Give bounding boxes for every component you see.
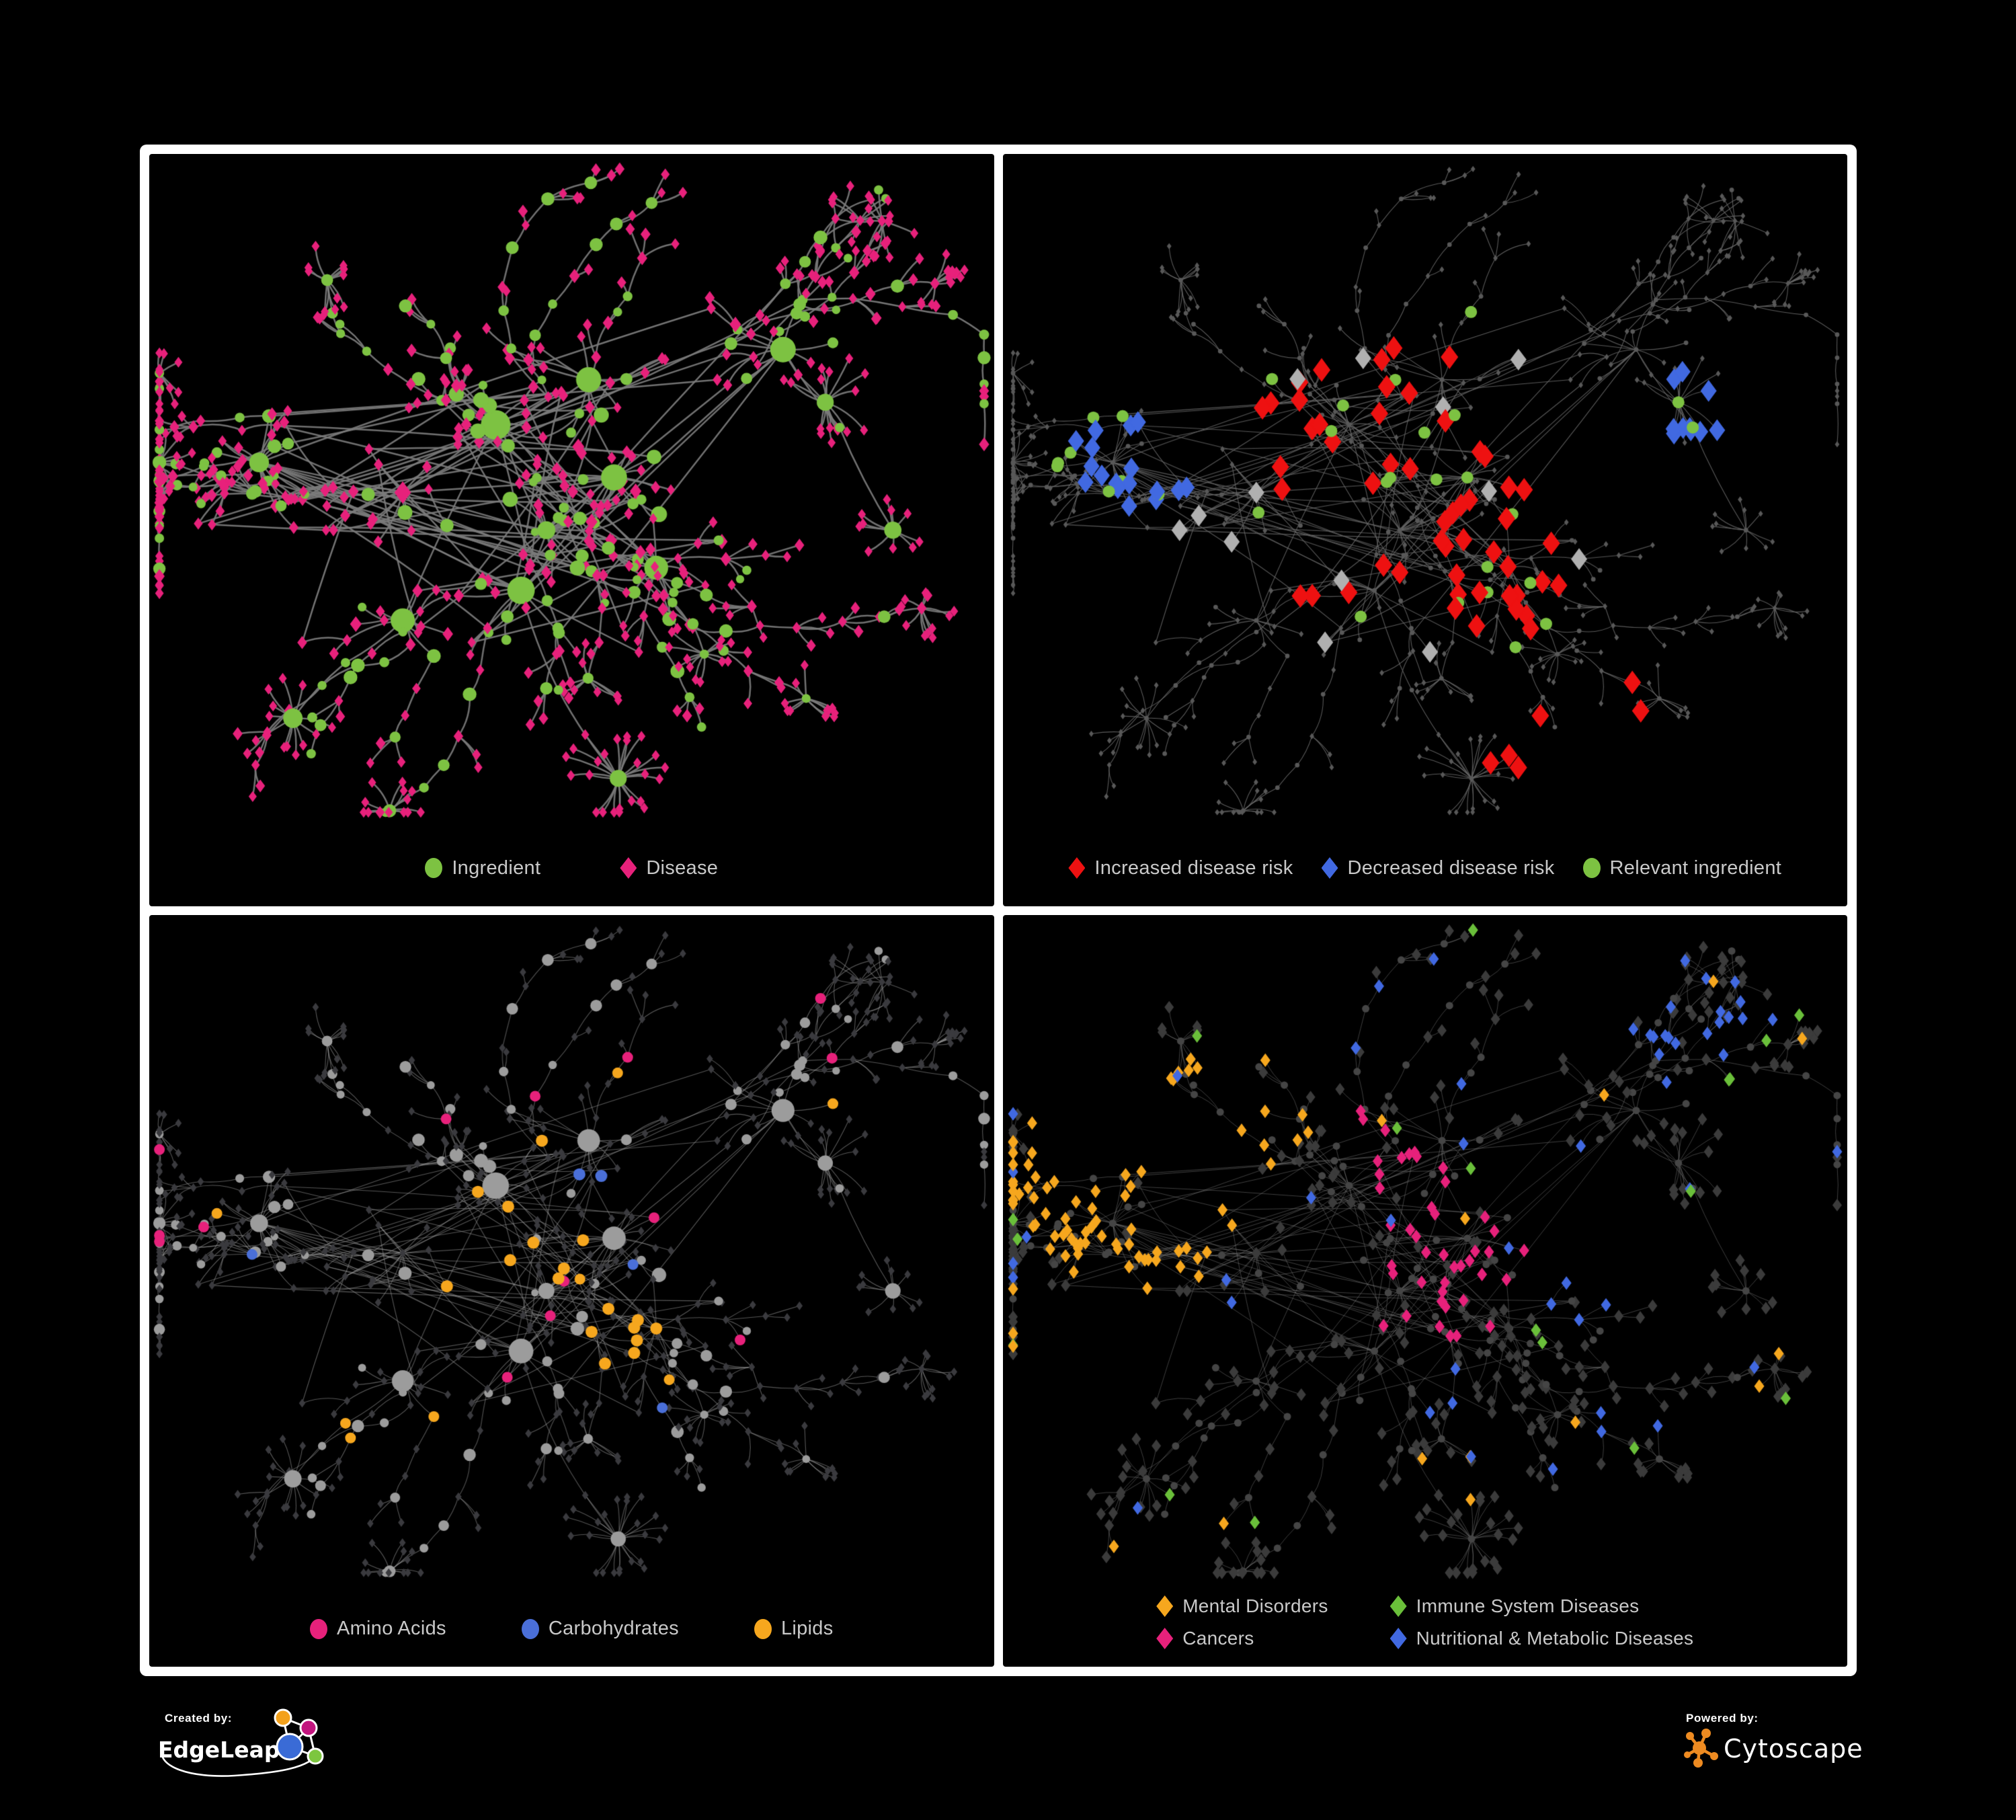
panel-ingredient-class: Amino Acids Carbohydrates Lipids — [149, 914, 994, 1667]
legend-item-relevant-ingredient: Relevant ingredient — [1582, 857, 1782, 879]
cancers-legend-label: Cancers — [1182, 1628, 1254, 1649]
cytoscape-network-icon-nodes — [1684, 1729, 1718, 1768]
legend-item-immune-system-diseases: Immune System Diseases — [1389, 1595, 1694, 1617]
disease-legend-label: Disease — [646, 857, 719, 879]
ingredient-disease-legend: Ingredient Disease — [149, 857, 994, 879]
legend-item-disease: Disease — [620, 857, 718, 879]
edgeleap-logo: EdgeLeap — [158, 1708, 324, 1777]
carbohydrates-legend-label: Carbohydrates — [548, 1618, 679, 1639]
edgeleap-wordmark: EdgeLeap — [158, 1737, 280, 1763]
disease-category-network-canvas — [1002, 914, 1847, 1667]
relevant-ingredient-swatch-icon — [1582, 858, 1601, 878]
lipids-swatch-icon — [754, 1618, 772, 1639]
legend-item-amino-acids: Amino Acids — [309, 1618, 446, 1640]
panel-ingredient-disease: Ingredient Disease — [149, 154, 994, 906]
legend-item-increased-risk: Increased disease risk — [1068, 857, 1293, 879]
amino-acids-swatch-icon — [309, 1618, 327, 1639]
amino-acids-legend-label: Amino Acids — [336, 1618, 446, 1639]
disease-category-legend: Mental Disorders Immune System Diseases … — [1003, 1595, 1848, 1649]
edgeleap-node-blue-icon — [276, 1733, 304, 1761]
disease-risk-network-canvas — [1002, 154, 1847, 906]
cytoscape-wordmark: Cytoscape — [1724, 1734, 1863, 1764]
created-by-label: Created by: — [165, 1712, 233, 1725]
decreased-risk-swatch-icon — [1321, 857, 1338, 879]
panel-grid: Ingredient Disease Increased disease ris… — [140, 145, 1857, 1676]
cytoscape-logo: Cytoscape — [1684, 1729, 1863, 1768]
disease-swatch-icon — [620, 857, 637, 879]
immune-system-diseases-swatch-icon — [1389, 1595, 1407, 1617]
legend-item-nutritional-metabolic-diseases: Nutritional & Metabolic Diseases — [1389, 1628, 1694, 1649]
ingredient-class-network-canvas — [149, 914, 994, 1667]
legend-item-cancers: Cancers — [1156, 1628, 1328, 1649]
mental-disorders-swatch-icon — [1156, 1595, 1174, 1617]
nutritional-metabolic-diseases-legend-label: Nutritional & Metabolic Diseases — [1416, 1628, 1694, 1649]
decreased-risk-legend-label: Decreased disease risk — [1347, 857, 1555, 879]
panel-disease-risk: Increased disease risk Decreased disease… — [1002, 154, 1848, 906]
edgeleap-node-magenta-icon — [299, 1718, 318, 1737]
lipids-legend-label: Lipids — [780, 1618, 834, 1639]
edgeleap-swoosh — [160, 1747, 320, 1777]
ingredient-disease-network-canvas — [149, 154, 994, 906]
edgeleap-node-orange-icon — [274, 1708, 292, 1727]
increased-risk-swatch-icon — [1068, 857, 1086, 879]
legend-item-decreased-risk: Decreased disease risk — [1321, 857, 1555, 879]
legend-item-mental-disorders: Mental Disorders — [1156, 1595, 1328, 1617]
carbohydrates-swatch-icon — [521, 1618, 539, 1639]
ingredient-swatch-icon — [425, 858, 443, 878]
edgeleap-credit: Created by: EdgeLeap — [155, 1708, 344, 1796]
legend-item-ingredient: Ingredient — [425, 857, 540, 879]
relevant-ingredient-legend-label: Relevant ingredient — [1609, 857, 1782, 879]
ingredient-class-legend: Amino Acids Carbohydrates Lipids — [149, 1618, 994, 1640]
mental-disorders-legend-label: Mental Disorders — [1182, 1595, 1328, 1616]
legend-item-carbohydrates: Carbohydrates — [521, 1618, 679, 1640]
edgeleap-network-icon — [274, 1708, 324, 1765]
powered-by-label: Powered by: — [1686, 1712, 1759, 1725]
cancers-swatch-icon — [1156, 1628, 1174, 1649]
cytoscape-credit: Powered by: Cytoscape — [1679, 1712, 1881, 1786]
edgeleap-node-green-icon — [307, 1747, 324, 1765]
legend-item-lipids: Lipids — [754, 1618, 834, 1640]
ingredient-legend-label: Ingredient — [452, 857, 541, 879]
panel-disease-category: Mental Disorders Immune System Diseases … — [1002, 914, 1848, 1667]
increased-risk-legend-label: Increased disease risk — [1094, 857, 1293, 879]
nutritional-metabolic-diseases-swatch-icon — [1389, 1628, 1407, 1649]
disease-risk-legend: Increased disease risk Decreased disease… — [1003, 857, 1848, 879]
immune-system-diseases-legend-label: Immune System Diseases — [1416, 1595, 1640, 1616]
